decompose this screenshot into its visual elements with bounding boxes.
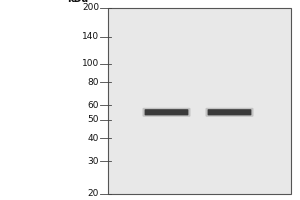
Text: 80: 80 bbox=[88, 78, 99, 87]
Text: 20: 20 bbox=[88, 190, 99, 198]
Text: 200: 200 bbox=[82, 3, 99, 12]
FancyBboxPatch shape bbox=[145, 109, 188, 115]
Text: 30: 30 bbox=[88, 157, 99, 166]
Text: 40: 40 bbox=[88, 134, 99, 143]
Text: 140: 140 bbox=[82, 32, 99, 41]
FancyBboxPatch shape bbox=[208, 109, 251, 115]
FancyBboxPatch shape bbox=[142, 108, 190, 117]
Text: 50: 50 bbox=[88, 115, 99, 124]
Text: 100: 100 bbox=[82, 59, 99, 68]
Bar bbox=[108, 8, 291, 194]
Text: kDa: kDa bbox=[68, 0, 88, 4]
FancyBboxPatch shape bbox=[206, 108, 254, 117]
Text: 60: 60 bbox=[88, 101, 99, 110]
